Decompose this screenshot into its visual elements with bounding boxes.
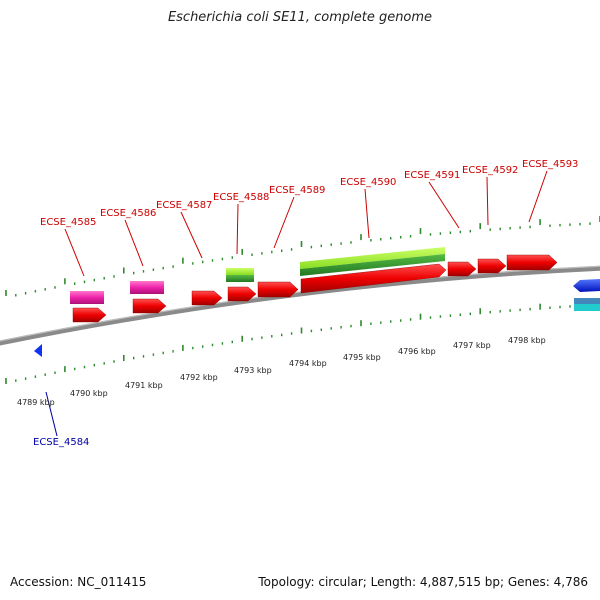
- gene-label-ecse-4584[interactable]: ECSE_4584: [33, 437, 89, 448]
- ruler-label-4797: 4797 kbp: [453, 341, 491, 350]
- genome-title: Escherichia coli SE11, complete genome: [167, 10, 433, 25]
- leader-line-top: [428, 181, 460, 229]
- gene-ecse-4588-cds[interactable]: [227, 286, 257, 302]
- gene-right-edge-blue[interactable]: [573, 279, 600, 292]
- leader-line-bottom: [45, 391, 58, 437]
- gene-label-ecse-4589[interactable]: ECSE_4589: [269, 185, 325, 196]
- gene-ecse-4585-feature[interactable]: [70, 291, 104, 304]
- gene-ecse-4590-feature-a[interactable]: [300, 247, 445, 269]
- gene-ecse-4590-feature-b[interactable]: [300, 254, 445, 276]
- ruler-label-4793: 4793 kbp: [234, 366, 272, 375]
- accession-text: Accession: NC_011415: [10, 575, 147, 589]
- leader-line-top: [236, 203, 239, 255]
- gene-ecse-4586-feature[interactable]: [130, 281, 164, 294]
- gene-ecse-4585-cds[interactable]: [72, 307, 107, 323]
- genome-backbone: [0, 265, 600, 346]
- leader-line-top: [364, 188, 370, 239]
- gene-label-ecse-4593[interactable]: ECSE_4593: [522, 159, 578, 170]
- gene-ecse-4589-cds[interactable]: [257, 281, 299, 298]
- ruler-label-4795: 4795 kbp: [343, 353, 381, 362]
- gene-label-ecse-4591[interactable]: ECSE_4591: [404, 170, 460, 181]
- gene-ecse-4592-cds[interactable]: [477, 258, 507, 274]
- gene-ecse-4593-cds[interactable]: [506, 254, 558, 271]
- gene-ecse-4586-cds[interactable]: [132, 298, 167, 314]
- gene-ecse-4590-cds[interactable]: [300, 263, 447, 294]
- inner-tick-track: [5, 300, 600, 384]
- ruler-label-4798: 4798 kbp: [508, 336, 546, 345]
- gene-label-ecse-4592[interactable]: ECSE_4592: [462, 165, 518, 176]
- leader-line-top: [180, 211, 203, 259]
- ruler-label-4794: 4794 kbp: [289, 359, 327, 368]
- ruler-label-4791: 4791 kbp: [125, 381, 163, 390]
- genome-backbone-highlight: [0, 265, 600, 342]
- label-leader-lines: [45, 170, 548, 437]
- genome-summary-text: Topology: circular; Length: 4,887,515 bp…: [258, 575, 588, 589]
- gene-ecse-4587-cds[interactable]: [191, 290, 223, 306]
- gene-ecse-4588-feature-a[interactable]: [226, 268, 254, 275]
- gene-ecse-4591-cds[interactable]: [447, 261, 477, 277]
- gene-label-ecse-4590[interactable]: ECSE_4590: [340, 177, 396, 188]
- gene-label-ecse-4588[interactable]: ECSE_4588: [213, 192, 269, 203]
- ruler-label-4789: 4789 kbp: [17, 398, 55, 407]
- gene-label-ecse-4587[interactable]: ECSE_4587: [156, 200, 212, 211]
- outer-tick-track: [5, 216, 600, 297]
- leader-line-top: [528, 170, 548, 223]
- gene-label-ecse-4586[interactable]: ECSE_4586: [100, 208, 156, 219]
- ruler-label-4792: 4792 kbp: [180, 373, 218, 382]
- leader-line-top: [64, 228, 85, 277]
- gene-right-edge-steel[interactable]: [574, 298, 600, 304]
- gene-right-edge-cyan[interactable]: [574, 304, 600, 311]
- gene-ecse-4584-feature[interactable]: [34, 344, 42, 357]
- ruler-label-4790: 4790 kbp: [70, 389, 108, 398]
- leader-line-top: [273, 196, 295, 249]
- leader-line-top: [486, 176, 489, 226]
- ruler-label-4796: 4796 kbp: [398, 347, 436, 356]
- leader-line-top: [124, 219, 144, 267]
- gene-ecse-4588-feature-b[interactable]: [226, 275, 254, 282]
- gene-features[interactable]: [34, 247, 600, 357]
- gene-label-ecse-4585[interactable]: ECSE_4585: [40, 217, 96, 228]
